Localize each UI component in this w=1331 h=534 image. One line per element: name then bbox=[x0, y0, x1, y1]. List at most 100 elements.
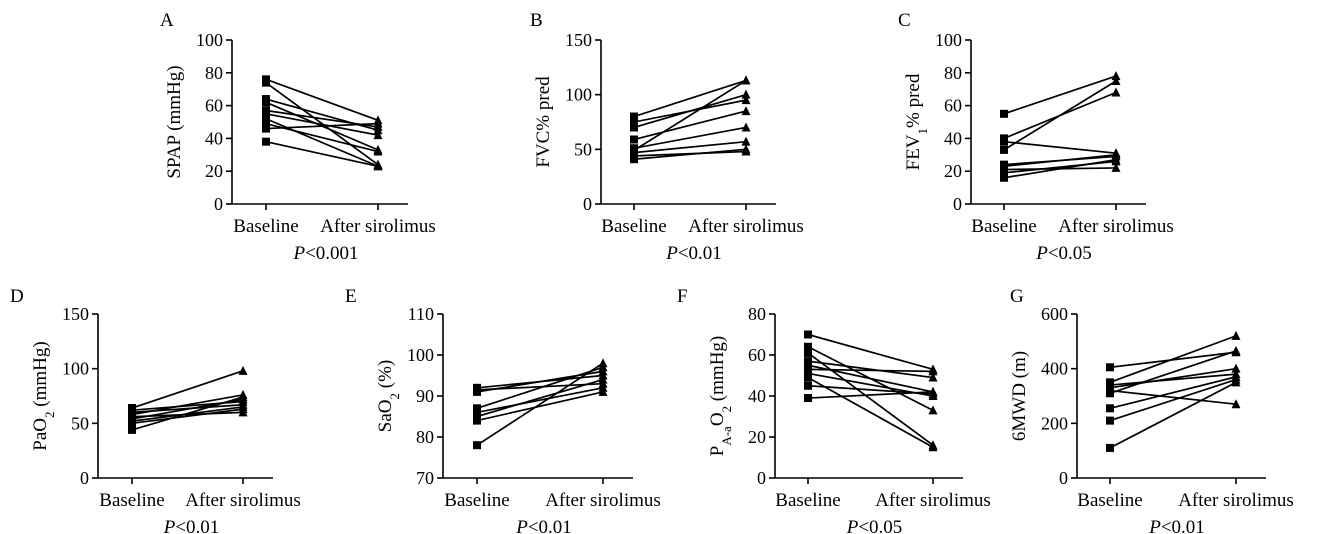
series-line bbox=[1109, 335, 1237, 384]
after-marker bbox=[598, 358, 608, 368]
after-marker bbox=[373, 146, 383, 156]
baseline-marker bbox=[262, 137, 270, 146]
p-value-italic: P bbox=[292, 243, 305, 264]
y-axis-label-rest: (%) bbox=[375, 360, 396, 393]
y-axis-label-sub: A-a bbox=[719, 426, 734, 446]
series-line bbox=[265, 140, 379, 168]
baseline-marker bbox=[262, 109, 270, 118]
y-axis-label-main: 6MWD (m) bbox=[1009, 351, 1030, 441]
baseline-marker bbox=[804, 394, 812, 403]
x-category-label: After sirolimus bbox=[320, 216, 436, 237]
baseline-marker bbox=[473, 404, 481, 413]
baseline-marker bbox=[1106, 443, 1114, 452]
y-tick-label: 0 bbox=[214, 194, 223, 214]
series-line bbox=[131, 370, 244, 409]
p-value-label: P<0.001 bbox=[292, 243, 358, 264]
x-category-label: After sirolimus bbox=[545, 490, 661, 511]
after-marker bbox=[1231, 377, 1241, 387]
y-tick-label: 50 bbox=[574, 139, 592, 159]
y-axis-label-main: FEV bbox=[903, 134, 924, 170]
y-axis-label: SaO2 (%) bbox=[375, 360, 402, 432]
series-line bbox=[1109, 381, 1237, 449]
after-marker bbox=[1111, 76, 1121, 85]
baseline-marker bbox=[630, 155, 638, 164]
baseline-marker bbox=[804, 330, 812, 339]
after-marker bbox=[1231, 399, 1241, 409]
panel-c: C 0 20 40 60 80 100 Baseline After sirolimus P<0.… bbox=[898, 10, 1174, 264]
y-tick-label: 70 bbox=[416, 468, 434, 488]
series-line bbox=[131, 394, 244, 416]
series-line bbox=[1109, 373, 1237, 386]
baseline-marker bbox=[804, 381, 812, 390]
baseline-marker bbox=[1106, 363, 1114, 372]
x-category-label: After sirolimus bbox=[688, 216, 804, 237]
y-tick-label: 80 bbox=[416, 427, 434, 447]
baseline-marker bbox=[1000, 173, 1008, 182]
y-tick-label: 60 bbox=[205, 96, 223, 116]
y-axis-label-main: SaO bbox=[375, 400, 396, 433]
series-line bbox=[1003, 75, 1117, 115]
y-axis-label-main: SPAP (mmHg) bbox=[164, 65, 185, 178]
y-tick-label: 0 bbox=[80, 468, 89, 488]
after-marker bbox=[741, 136, 751, 146]
baseline-marker bbox=[804, 348, 812, 357]
y-tick-label: 60 bbox=[944, 96, 962, 116]
p-value-italic: P bbox=[1148, 517, 1161, 534]
x-category-label: Baseline bbox=[775, 490, 840, 511]
series-line bbox=[476, 366, 604, 410]
series-line bbox=[633, 79, 747, 118]
y-axis-label: 6MWD (m) bbox=[1009, 351, 1030, 441]
series-line bbox=[476, 370, 604, 393]
series-line bbox=[1109, 389, 1237, 406]
x-category-label: Baseline bbox=[601, 216, 666, 237]
series-line bbox=[807, 391, 934, 399]
after-marker bbox=[1231, 330, 1241, 340]
y-axis-label: SPAP (mmHg) bbox=[164, 65, 185, 178]
y-axis-label-rest: O bbox=[707, 412, 728, 426]
y-tick-label: 40 bbox=[944, 128, 962, 148]
series-line bbox=[807, 360, 934, 379]
y-tick-label: 0 bbox=[953, 194, 962, 214]
after-marker bbox=[741, 122, 751, 132]
series-line bbox=[476, 386, 604, 414]
y-axis-label-rest: % pred bbox=[903, 73, 924, 128]
x-category-label: Baseline bbox=[444, 490, 509, 511]
baseline-marker bbox=[630, 135, 638, 144]
series-line bbox=[476, 362, 604, 446]
y-tick-label: 100 bbox=[62, 359, 89, 379]
after-marker bbox=[373, 161, 383, 171]
panel-letter: C bbox=[898, 10, 911, 31]
panel-letter: D bbox=[10, 286, 24, 307]
baseline-marker bbox=[473, 441, 481, 450]
x-category-label: After sirolimus bbox=[1178, 490, 1294, 511]
y-tick-label: 100 bbox=[196, 30, 223, 50]
p-value-label: P<0.01 bbox=[665, 243, 722, 264]
series-line bbox=[1003, 153, 1117, 168]
baseline-marker bbox=[804, 357, 812, 366]
p-value-italic: P bbox=[846, 517, 859, 534]
y-tick-label: 60 bbox=[748, 345, 766, 365]
series-line bbox=[476, 378, 604, 418]
series-line bbox=[807, 333, 934, 371]
y-axis-label: PA-aO2 (mmHg) bbox=[707, 336, 734, 457]
p-value-italic: P bbox=[665, 243, 678, 264]
baseline-marker bbox=[128, 425, 136, 434]
y-tick-label: 20 bbox=[205, 161, 223, 181]
p-value-text: <0.05 bbox=[1048, 243, 1092, 264]
baseline-marker bbox=[473, 387, 481, 396]
series-line bbox=[1003, 80, 1117, 151]
x-category-label: Baseline bbox=[971, 216, 1036, 237]
p-value-italic: P bbox=[1035, 243, 1048, 264]
after-marker bbox=[928, 372, 938, 382]
after-marker bbox=[238, 404, 248, 414]
baseline-marker bbox=[804, 369, 812, 378]
y-axis-label-sub: 2 bbox=[719, 406, 734, 413]
series-line bbox=[633, 79, 747, 152]
y-tick-label: 80 bbox=[944, 63, 962, 83]
baseline-marker bbox=[630, 123, 638, 132]
y-tick-label: 100 bbox=[565, 85, 592, 105]
y-axis-label-sub: 1 bbox=[915, 128, 930, 135]
y-axis-label-rest: (mmHg) bbox=[30, 341, 51, 411]
